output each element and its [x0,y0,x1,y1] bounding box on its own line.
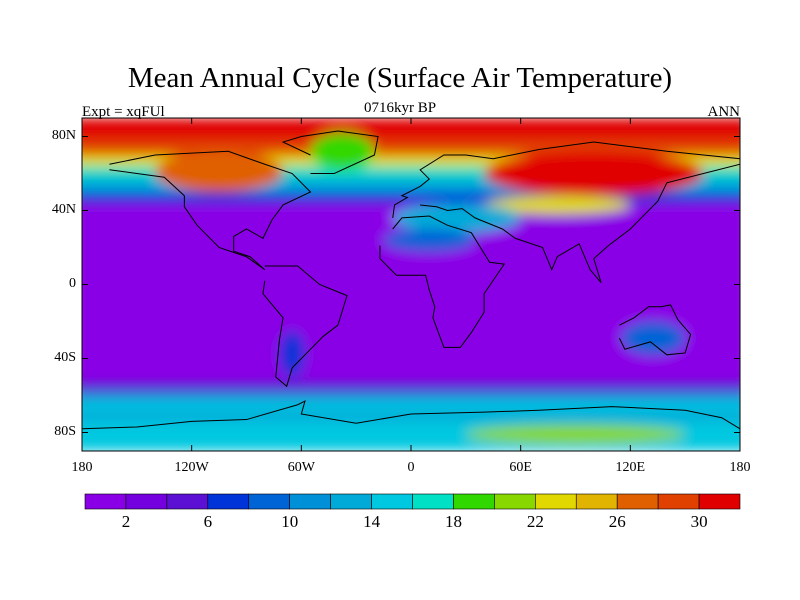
lon-tick-label: 120W [174,460,209,475]
lat-tick-label: 80N [51,127,76,143]
region-canada [155,151,284,192]
coastline [109,150,312,271]
region-east-antarctica [465,425,686,444]
colorbar-box [698,493,741,510]
season-label: ANN [707,104,741,120]
zonal-band [82,140,740,155]
colorbar-box [575,493,618,510]
zonal-band [82,391,740,402]
lon-tick-label: 120E [615,460,646,475]
plot-title: Mean Annual Cycle (Surface Air Temperatu… [127,62,673,94]
zonal-band [82,192,740,204]
region-siberia [484,151,704,196]
experiment-label: Expt = xqFUl [82,104,165,120]
coastline [281,130,379,174]
coastline [618,304,692,356]
colorbar-box [494,493,536,510]
colorbar-box [166,493,209,510]
zonal-band [82,155,740,167]
lon-tick-label: 60W [287,460,315,475]
region-greenland [310,132,375,170]
colorbar-box [248,493,290,510]
temperature-field [82,118,740,451]
lat-tick-label: 40S [54,349,76,365]
colorbar-label: 22 [526,512,544,531]
colorbar-box [657,493,700,510]
lon-tick-label: 180 [71,460,93,475]
colorbar-box [453,493,495,510]
zonal-band [82,380,740,392]
plot-subtitle: 0716kyr BP [363,100,437,116]
region-australia [621,321,686,355]
coastline [81,400,741,430]
colorbar-box [84,493,127,510]
colorbar-label: 2 [121,512,131,531]
colorbar-label: 10 [281,512,299,531]
colorbar-label: 30 [690,512,708,531]
colorbar-box [330,493,372,510]
colorbar-box [207,493,250,510]
colorbar-label: 14 [363,512,381,531]
colorbar-label: 6 [203,512,213,531]
colorbar-label: 18 [444,512,462,531]
lat-tick-label: 80S [54,423,76,439]
lat-tick-label: 0 [69,275,76,291]
coastline [379,215,506,348]
colorbar-box [289,493,331,510]
zonal-band [82,166,740,178]
coastline [392,141,741,283]
lon-tick-label: 0 [407,460,415,475]
region-patagonia [279,330,305,377]
coastline [262,265,348,388]
colorbar-box [616,493,659,510]
colorbar-box [535,493,577,510]
lon-tick-label: 60E [509,460,532,475]
zonal-band [82,410,740,422]
colorbar-label: 26 [608,512,626,531]
region-mediterranean [392,203,521,233]
zonal-band [82,401,740,411]
lon-tick-label: 180 [729,460,751,475]
colorbar-box [371,493,413,510]
colorbar-box [412,493,454,510]
region-sahara [383,229,475,252]
zonal-band [82,118,740,141]
region-central-asia [484,195,631,215]
lat-tick-label: 40N [51,201,76,217]
colorbar-box [125,493,168,510]
